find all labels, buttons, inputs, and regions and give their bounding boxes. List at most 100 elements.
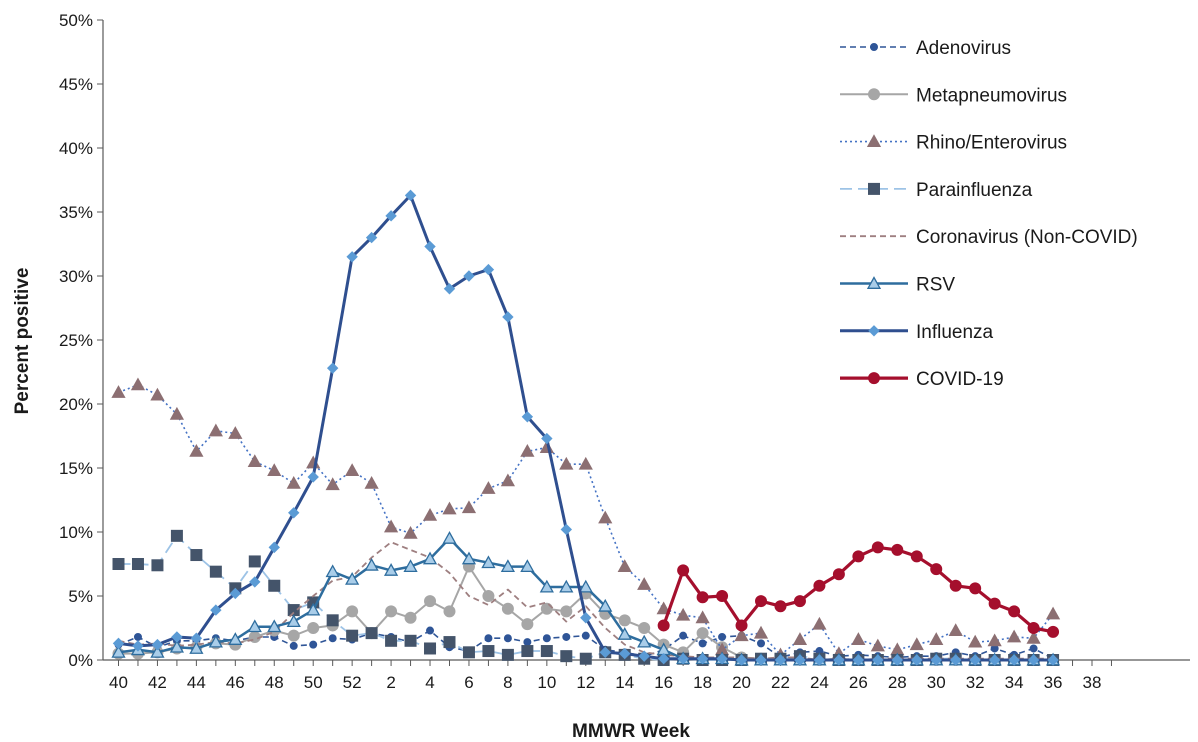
data-point-influenza (911, 654, 923, 666)
data-point-influenza (404, 189, 417, 202)
data-point-rhino-enterovirus (676, 607, 691, 621)
legend-item-rhino-enterovirus: Rhino/Enterovirus (840, 133, 1067, 154)
data-point-influenza (988, 654, 1001, 666)
legend-label-influenza: Influenza (916, 322, 994, 343)
x-tick-label: 10 (537, 673, 556, 692)
data-point-parainfluenza (209, 565, 222, 578)
data-point-rhino-enterovirus (851, 632, 866, 645)
data-point-covid-19 (930, 563, 943, 576)
data-point-rsv (500, 559, 516, 573)
series-covid-19 (657, 541, 1060, 638)
data-point-metapneumovirus (560, 605, 573, 618)
data-point-adenovirus (1029, 644, 1038, 653)
data-point-influenza (249, 576, 261, 588)
data-point-rsv (578, 579, 593, 593)
data-point-covid-19 (1027, 622, 1040, 634)
data-point-covid-19 (891, 543, 904, 556)
data-point-rsv (481, 555, 496, 569)
data-point-metapneumovirus (618, 614, 631, 627)
data-point-rsv (364, 557, 379, 571)
data-point-influenza (171, 631, 183, 643)
data-point-parainfluenza (190, 549, 203, 562)
data-point-parainfluenza (326, 614, 339, 627)
data-point-rsv (345, 572, 360, 585)
x-tick-label: 48 (265, 673, 284, 692)
data-point-rhino-enterovirus (617, 559, 632, 573)
data-point-influenza (716, 653, 728, 665)
data-point-covid-19 (696, 591, 709, 604)
data-point-covid-19 (852, 550, 865, 563)
legend-marker-rsv (866, 276, 882, 289)
legend-marker-covid-19 (868, 372, 880, 385)
data-point-covid-19 (774, 600, 787, 613)
data-point-rhino-enterovirus (578, 456, 593, 470)
legend-marker-metapneumovirus (868, 88, 880, 101)
data-point-covid-19 (871, 541, 884, 554)
data-point-parainfluenza (248, 555, 261, 568)
data-point-metapneumovirus (696, 627, 709, 640)
data-point-rsv (539, 579, 554, 593)
data-point-covid-19 (988, 597, 1001, 610)
data-point-influenza (872, 654, 884, 666)
data-point-influenza (424, 240, 436, 253)
data-point-parainfluenza (540, 645, 553, 658)
y-tick-label: 35% (59, 203, 93, 222)
data-point-influenza (268, 541, 280, 554)
data-point-parainfluenza (482, 645, 495, 658)
data-point-rhino-enterovirus (325, 477, 340, 491)
x-tick-label: 40 (109, 673, 128, 692)
data-point-rsv (325, 564, 340, 578)
data-point-adenovirus (542, 634, 551, 643)
data-point-covid-19 (716, 590, 729, 602)
data-point-rhino-enterovirus (150, 387, 165, 401)
data-point-metapneumovirus (540, 602, 553, 615)
data-point-metapneumovirus (346, 605, 359, 618)
data-point-metapneumovirus (443, 605, 456, 618)
data-point-influenza (385, 210, 397, 222)
data-point-parainfluenza (404, 634, 417, 647)
data-point-rhino-enterovirus (734, 628, 749, 642)
data-point-influenza (229, 587, 242, 600)
data-point-metapneumovirus (287, 629, 300, 642)
data-point-influenza (1047, 654, 1059, 666)
data-point-covid-19 (677, 564, 690, 577)
series-layer (111, 189, 1061, 666)
x-tick-label: 16 (654, 673, 673, 692)
data-point-rhino-enterovirus (228, 426, 243, 439)
data-point-influenza (657, 653, 670, 665)
legend-item-adenovirus: Adenovirus (840, 38, 1011, 59)
data-point-rhino-enterovirus (130, 377, 146, 391)
data-point-rhino-enterovirus (383, 519, 399, 533)
data-point-rhino-enterovirus (481, 481, 496, 494)
data-point-covid-19 (755, 595, 768, 608)
x-axis-title: MMWR Week (572, 721, 690, 742)
data-point-adenovirus (698, 639, 707, 648)
legend-item-metapneumovirus: Metapneumovirus (840, 85, 1067, 106)
legend-item-influenza: Influenza (840, 322, 994, 343)
data-point-rsv (286, 614, 301, 628)
legend-label-metapneumovirus: Metapneumovirus (916, 85, 1067, 106)
x-tick-label: 4 (425, 673, 434, 692)
data-point-covid-19 (949, 579, 962, 592)
legend-marker-influenza (868, 325, 880, 337)
data-point-influenza (326, 362, 339, 374)
data-point-rhino-enterovirus (422, 508, 438, 521)
data-point-influenza (833, 654, 845, 666)
data-point-adenovirus (757, 639, 766, 648)
data-point-influenza (502, 311, 514, 323)
data-point-rhino-enterovirus (753, 625, 769, 639)
legend-item-parainfluenza: Parainfluenza (840, 180, 1033, 201)
series-line-coronavirus-non-covid (118, 541, 1054, 661)
data-point-covid-19 (1047, 625, 1060, 638)
x-tick-label: 26 (849, 673, 868, 692)
data-point-influenza (307, 471, 319, 483)
data-point-rhino-enterovirus (364, 476, 379, 489)
data-point-rhino-enterovirus (695, 610, 710, 624)
data-point-covid-19 (793, 595, 806, 608)
data-point-rsv (247, 619, 262, 633)
data-point-rsv (267, 619, 282, 633)
x-tick-label: 12 (576, 673, 595, 692)
data-point-rsv (637, 634, 652, 648)
data-point-rhino-enterovirus (987, 633, 1002, 647)
